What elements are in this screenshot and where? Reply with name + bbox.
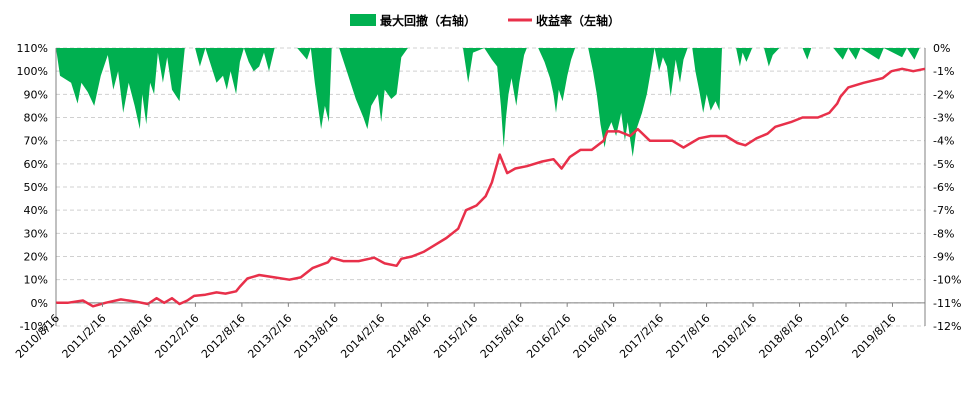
- left-tick-label: 30%: [24, 227, 48, 240]
- x-tick-label: 2017/8/16: [664, 312, 713, 361]
- right-tick-label: -3%: [933, 112, 954, 125]
- right-tick-label: -5%: [933, 158, 954, 171]
- drawdown-area-layer: [56, 48, 925, 157]
- right-tick-label: -1%: [933, 65, 954, 78]
- left-tick-label: 90%: [24, 88, 48, 101]
- right-tick-label: -10%: [933, 274, 961, 287]
- right-tick-label: -2%: [933, 88, 954, 101]
- x-tick-label: 2015/2/16: [431, 312, 480, 361]
- legend: 最大回撤（右轴） 收益率（左轴）: [350, 13, 620, 28]
- right-tick-label: 0%: [933, 42, 950, 55]
- left-axis-ticks: -10% 0% 10% 20% 30% 40% 50% 60% 70% 80% 90% 100% 110…: [17, 42, 48, 333]
- right-tick-label: -4%: [933, 135, 954, 148]
- x-tick-label: 2018/2/16: [710, 312, 759, 361]
- x-tick-label: 2013/8/16: [292, 312, 341, 361]
- return-line: [56, 67, 926, 308]
- left-tick-label: 110%: [17, 42, 48, 55]
- left-tick-label: 0%: [31, 297, 48, 310]
- right-tick-label: -12%: [933, 320, 961, 333]
- x-tick-label: 2014/8/16: [385, 312, 434, 361]
- legend-label-drawdown: 最大回撤（右轴）: [380, 13, 476, 28]
- drawdown-area: [56, 48, 925, 157]
- x-tick-label: 2015/8/16: [478, 312, 527, 361]
- right-tick-label: -9%: [933, 251, 954, 264]
- right-tick-label: -7%: [933, 204, 954, 217]
- right-tick-label: -6%: [933, 181, 954, 194]
- right-axis-ticks: -12% -11% -10% -9% -8% -7% -6% -5% -4% -3% -2% -1% 0…: [933, 42, 961, 333]
- x-tick-label: 2017/2/16: [617, 312, 666, 361]
- left-tick-label: 100%: [17, 65, 48, 78]
- x-tick-label: 2011/8/16: [106, 312, 155, 361]
- left-tick-label: 60%: [24, 158, 48, 171]
- x-tick-label: 2012/8/16: [199, 312, 248, 361]
- x-tick-label: 2016/8/16: [571, 312, 620, 361]
- legend-swatch-drawdown: [350, 14, 376, 26]
- right-tick-label: -8%: [933, 227, 954, 240]
- left-tick-label: 20%: [24, 251, 48, 264]
- legend-label-return: 收益率（左轴）: [536, 13, 620, 28]
- x-tick-label: 2013/2/16: [245, 312, 294, 361]
- x-tick-label: 2014/2/16: [338, 312, 387, 361]
- left-tick-label: 80%: [24, 112, 48, 125]
- right-tick-label: -11%: [933, 297, 961, 310]
- x-tick-label: 2019/8/16: [850, 312, 899, 361]
- axes: [55, 48, 926, 326]
- left-tick-label: 50%: [24, 181, 48, 194]
- left-tick-label: 70%: [24, 135, 48, 148]
- x-tick-label: 2018/8/16: [757, 312, 806, 361]
- x-tick-label: 2019/2/16: [803, 312, 852, 361]
- left-tick-label: 40%: [24, 204, 48, 217]
- x-axis-ticks: 2010/8/162011/2/162011/8/162012/2/162012…: [13, 302, 899, 361]
- x-tick-label: 2011/2/16: [60, 312, 109, 361]
- x-tick-label: 2016/2/16: [524, 312, 573, 361]
- left-tick-label: 10%: [24, 274, 48, 287]
- x-tick-label: 2012/2/16: [152, 312, 201, 361]
- left-tick-label: -10%: [20, 320, 48, 333]
- return-line-layer: [56, 67, 926, 308]
